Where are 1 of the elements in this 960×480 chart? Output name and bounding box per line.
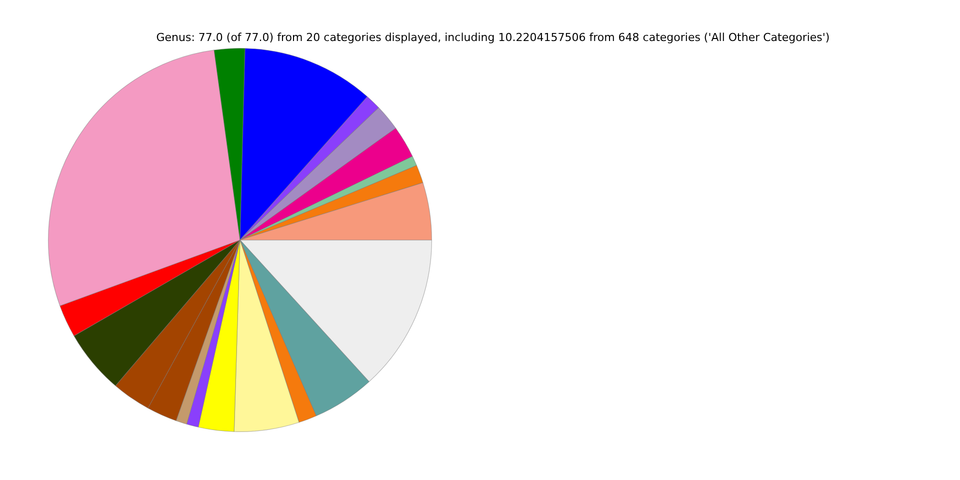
text: Genus: 77.0 (of 77.0) from 20 categories displayed, including 10.2204157506 from 648 categories ('All Other Categories') xyxy=(155,31,831,44)
